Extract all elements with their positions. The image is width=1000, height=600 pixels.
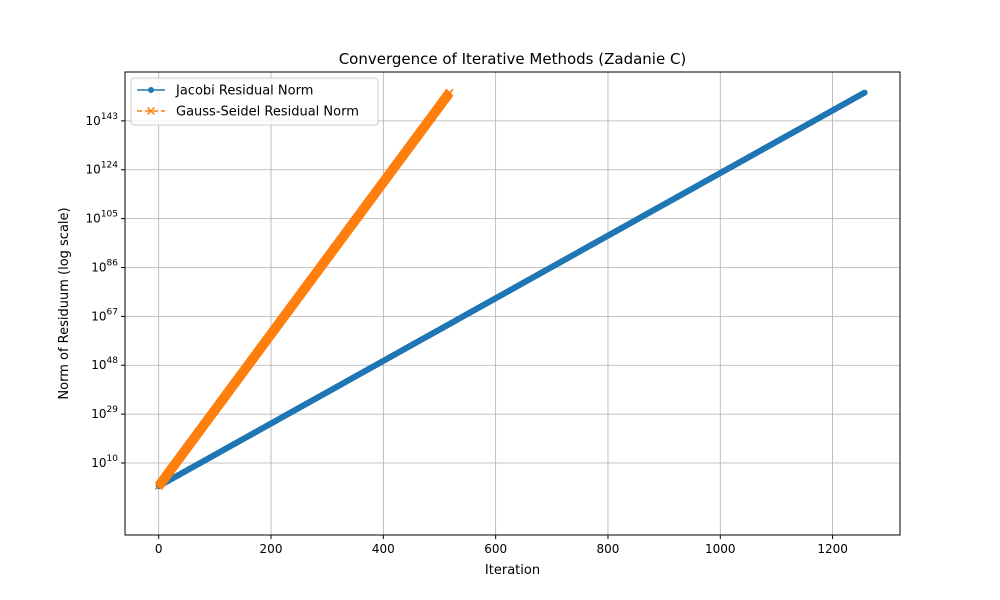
legend-label-jacobi: Jacobi Residual Norm [175, 84, 313, 99]
series-lines [154, 88, 868, 491]
legend-box [130, 77, 379, 126]
axis-ticks: 0 200 400 600 800 1000 1200 1010 1029 1048 1067 108… [86, 112, 848, 556]
x-tick-label: 400 [372, 542, 395, 556]
series-markers-jacobi [155, 89, 868, 490]
legend-label-gauss-seidel: Gauss-Seidel Residual Norm [176, 105, 359, 120]
x-tick-label: 1200 [817, 542, 848, 556]
y-tick-label: 1086 [91, 258, 118, 274]
x-tick-label: 200 [260, 542, 283, 556]
y-tick-label: 1067 [91, 307, 118, 323]
legend-entry-gauss-seidel: Gauss-Seidel Residual Norm [137, 105, 359, 120]
y-tick-label: 1010 [91, 454, 118, 470]
chart-title: Convergence of Iterative Methods (Zadani… [339, 50, 687, 68]
y-tick-label: 10105 [86, 210, 118, 226]
x-tick-label: 600 [484, 542, 507, 556]
x-tick-label: 800 [597, 542, 620, 556]
legend: Jacobi Residual Norm Gauss-Seidel Residu… [130, 77, 379, 126]
y-tick-label: 10143 [86, 112, 118, 128]
grid-lines [125, 72, 900, 535]
y-tick-label: 10124 [86, 161, 119, 177]
x-tick-label: 0 [155, 542, 163, 556]
x-axis-label: Iteration [485, 563, 540, 578]
data-point-jacobi [861, 89, 868, 96]
x-tick-label: 1000 [705, 542, 736, 556]
data-point-gauss-seidel [445, 88, 454, 97]
series-markers-gauss-seidel [154, 88, 454, 491]
y-tick-label: 1048 [91, 356, 118, 372]
legend-marker-jacobi [148, 87, 154, 93]
plot-area-frame [124, 71, 901, 536]
legend-entry-jacobi: Jacobi Residual Norm [137, 84, 313, 99]
y-axis-label: Norm of Residuum (log scale) [57, 207, 72, 399]
legend-marker-gauss-seidel [146, 106, 156, 116]
y-tick-label: 1029 [91, 405, 118, 421]
